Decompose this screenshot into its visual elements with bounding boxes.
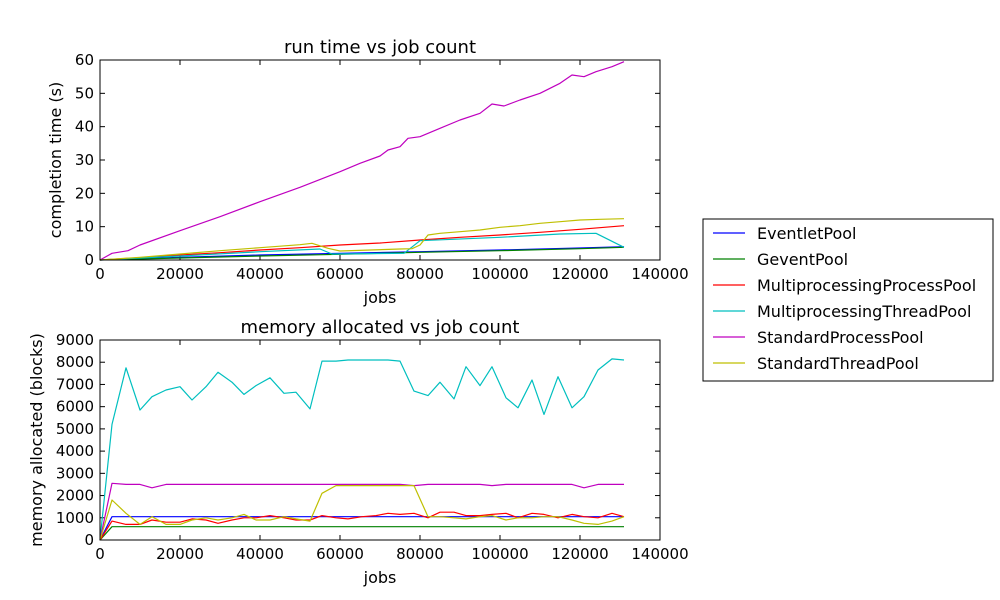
- runtime-plot-title: run time vs job count: [284, 37, 476, 58]
- memory-plot-series-standard-thread-pool: [99, 485, 625, 541]
- memory-plot-series-eventlet-pool: [99, 516, 624, 541]
- legend: EventletPool GeventPool MultiprocessingPro…: [702, 218, 994, 382]
- legend-label-eventlet-pool: EventletPool: [757, 224, 857, 243]
- memory-plot: memory allocated vs job count jobs memor…: [27, 317, 689, 587]
- runtime-plot-xtick-label: 60000: [316, 265, 364, 283]
- runtime-plot-ytick-label: 50: [75, 84, 94, 102]
- legend-label-multiprocessing-process-pool: MultiprocessingProcessPool: [757, 276, 976, 295]
- legend-entries: EventletPool GeventPool MultiprocessingPro…: [713, 224, 976, 373]
- runtime-plot-xtick-label: 120000: [551, 265, 608, 283]
- runtime-plot-xtick-label: 80000: [396, 265, 444, 283]
- runtime-plot-xtick-label: 40000: [236, 265, 284, 283]
- memory-plot-xlabel: jobs: [363, 568, 397, 587]
- memory-plot-ytick-label: 3000: [56, 464, 94, 482]
- memory-plot-ytick-label: 7000: [56, 375, 94, 393]
- runtime-plot-ytick-label: 40: [75, 118, 94, 136]
- runtime-plot-ytick-label: 20: [75, 184, 94, 202]
- memory-plot-xtick-label: 60000: [316, 545, 364, 563]
- memory-plot-xtick-label: 40000: [236, 545, 284, 563]
- memory-plot-ytick-label: 6000: [56, 398, 94, 416]
- memory-plot-series-multiprocessing-thread-pool: [99, 358, 625, 541]
- runtime-plot-series-multiprocessing-thread-pool: [99, 232, 625, 261]
- runtime-plot-series-standard-thread-pool: [99, 218, 625, 261]
- memory-plot-xtick-label: 20000: [156, 545, 204, 563]
- runtime-plot-ytick-label: 0: [84, 251, 94, 269]
- memory-plot-ytick-label: 0: [84, 531, 94, 549]
- runtime-plot-lines: [99, 61, 625, 261]
- legend-label-standard-process-pool: StandardProcessPool: [757, 328, 924, 347]
- memory-plot-series-gevent-pool: [99, 526, 624, 541]
- memory-plot-ytick-label: 1000: [56, 509, 94, 527]
- memory-plot-ytick-label: 4000: [56, 442, 94, 460]
- runtime-plot-ytick-label: 10: [75, 218, 94, 236]
- runtime-plot-xlabel: jobs: [363, 288, 397, 307]
- memory-plot-xtick-label: 100000: [471, 545, 528, 563]
- memory-plot-ytick-label: 8000: [56, 353, 94, 371]
- memory-plot-xtick-label: 80000: [396, 545, 444, 563]
- runtime-plot: run time vs job count jobs completion ti…: [46, 37, 689, 307]
- runtime-plot-ylabel: completion time (s): [46, 82, 65, 238]
- runtime-plot-frame: [99, 59, 661, 261]
- memory-plot-ylabel: memory allocated (blocks): [27, 333, 46, 547]
- memory-plot-xtick-label: 120000: [551, 545, 608, 563]
- runtime-plot-xtick-label: 100000: [471, 265, 528, 283]
- runtime-plot-xtick-label: 0: [95, 265, 105, 283]
- memory-plot-ticks: 0 20000 40000 60000 80000 100000 120000 140000 0…: [56, 331, 689, 563]
- runtime-plot-xtick-label: 140000: [631, 265, 688, 283]
- runtime-plot-series-eventlet-pool: [99, 246, 625, 261]
- runtime-plot-xtick-label: 20000: [156, 265, 204, 283]
- memory-plot-frame: [99, 339, 661, 541]
- runtime-plot-ytick-label: 30: [75, 151, 94, 169]
- memory-plot-title: memory allocated vs job count: [241, 317, 520, 338]
- runtime-plot-series-standard-process-pool: [99, 61, 625, 261]
- memory-plot-series-standard-process-pool: [99, 482, 624, 541]
- memory-plot-ytick-label: 9000: [56, 331, 94, 349]
- memory-plot-ytick-label: 5000: [56, 420, 94, 438]
- memory-plot-xtick-label: 0: [95, 545, 105, 563]
- runtime-plot-ytick-label: 60: [75, 51, 94, 69]
- memory-plot-ytick-label: 2000: [56, 487, 94, 505]
- memory-plot-lines: [99, 358, 625, 541]
- runtime-plot-series-multiprocessing-process-pool: [99, 225, 625, 261]
- memory-plot-series-multiprocessing-process-pool: [99, 511, 625, 541]
- memory-plot-xtick-label: 140000: [631, 545, 688, 563]
- runtime-plot-ticks: 0 20000 40000 60000 80000 100000 120000 140000 0…: [75, 51, 689, 283]
- legend-label-standard-thread-pool: StandardThreadPool: [757, 354, 919, 373]
- legend-label-gevent-pool: GeventPool: [757, 250, 848, 269]
- legend-label-multiprocessing-thread-pool: MultiprocessingThreadPool: [757, 302, 971, 321]
- legend-frame: [702, 218, 994, 382]
